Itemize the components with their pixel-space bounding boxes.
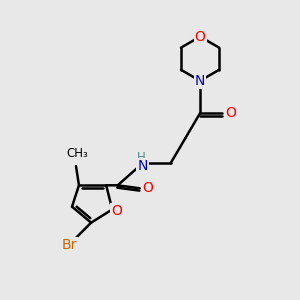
Text: N: N: [137, 159, 148, 173]
Text: H: H: [137, 152, 146, 164]
Text: O: O: [142, 181, 153, 195]
Text: N: N: [195, 74, 205, 88]
Text: Br: Br: [61, 238, 77, 252]
Text: O: O: [225, 106, 236, 120]
Text: CH₃: CH₃: [67, 147, 88, 160]
Text: O: O: [111, 204, 122, 218]
Text: O: O: [195, 30, 206, 44]
